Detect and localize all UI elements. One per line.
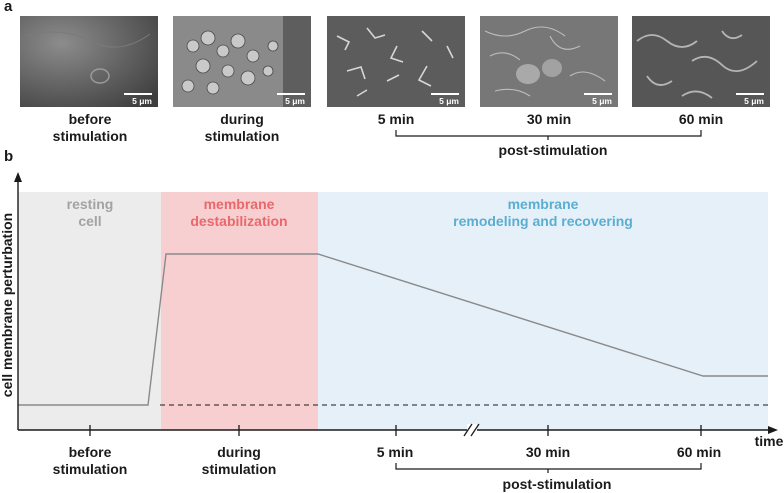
x-axis-arrow [768, 426, 778, 434]
perturbation-curve [18, 253, 768, 406]
caption-30-min: 30 min [526, 111, 572, 127]
x-axis-label: time [755, 433, 784, 449]
scale-bar [124, 93, 152, 95]
scale-label: 5 μm [592, 96, 612, 106]
resting-label-line2: cell [78, 213, 101, 229]
caption-post-stimulation-a: post-stimulation [498, 142, 608, 158]
y-axis-arrow [14, 172, 22, 182]
post-stimulation-bracket-b [395, 463, 702, 470]
sem-texture-before [20, 16, 158, 107]
sem-texture-5min [327, 16, 465, 107]
destab-label-line2: destabilization [190, 213, 287, 229]
remodel-label-line2: remodeling and recovering [453, 213, 633, 229]
post-stimulation-bracket-a [395, 130, 702, 140]
scale-bar [431, 93, 459, 95]
tick-label-5-min: 5 min [377, 444, 414, 460]
scale-label: 5 μm [285, 96, 305, 106]
sem-image-5-min: 5 μm [327, 16, 465, 107]
sem-image-during-stimulation: 5 μm [173, 16, 311, 107]
destab-label-line1: membrane [204, 196, 275, 212]
sem-texture-60min [632, 16, 770, 107]
scale-label: 5 μm [439, 96, 459, 106]
caption-during-stimulation: during stimulation [204, 111, 280, 144]
sem-image-60-min: 5 μm [632, 16, 770, 107]
resting-label-line1: resting [67, 196, 114, 212]
tick-label-30-min: 30 min [526, 444, 570, 460]
y-axis-label: cell membrane perturbation [0, 213, 15, 397]
scale-label: 5 μm [132, 96, 152, 106]
tick-label-during-2: stimulation [202, 461, 277, 477]
caption-60-min: 60 min [678, 111, 724, 127]
resting-region [18, 192, 161, 430]
axis-break-mark-2 [470, 423, 480, 437]
sem-texture-30min [480, 16, 618, 107]
caption-5-min: 5 min [377, 111, 415, 127]
tick-label-during-1: during [217, 444, 261, 460]
tick-label-before-1: before [69, 444, 112, 460]
scale-bar [584, 93, 612, 95]
sem-image-30-min: 5 μm [480, 16, 618, 107]
sem-texture-during [173, 16, 311, 107]
tick-label-60-min: 60 min [677, 444, 721, 460]
panel-a-letter: a [4, 0, 13, 15]
remodeling-region [318, 192, 768, 430]
axis-break-mark-1 [463, 423, 473, 437]
scale-bar [277, 93, 305, 95]
destabilization-region [161, 192, 318, 430]
tick-label-before-2: stimulation [53, 461, 128, 477]
sem-image-before-stimulation: 5 μm [20, 16, 158, 107]
panel-b-letter: b [4, 148, 14, 165]
axis-break-gap [467, 424, 477, 436]
remodel-label-line1: membrane [508, 196, 579, 212]
caption-before-stimulation: before stimulation [52, 111, 128, 144]
post-stimulation-label-b: post-stimulation [503, 476, 612, 492]
scale-bar [736, 93, 764, 95]
scale-label: 5 μm [744, 96, 764, 106]
